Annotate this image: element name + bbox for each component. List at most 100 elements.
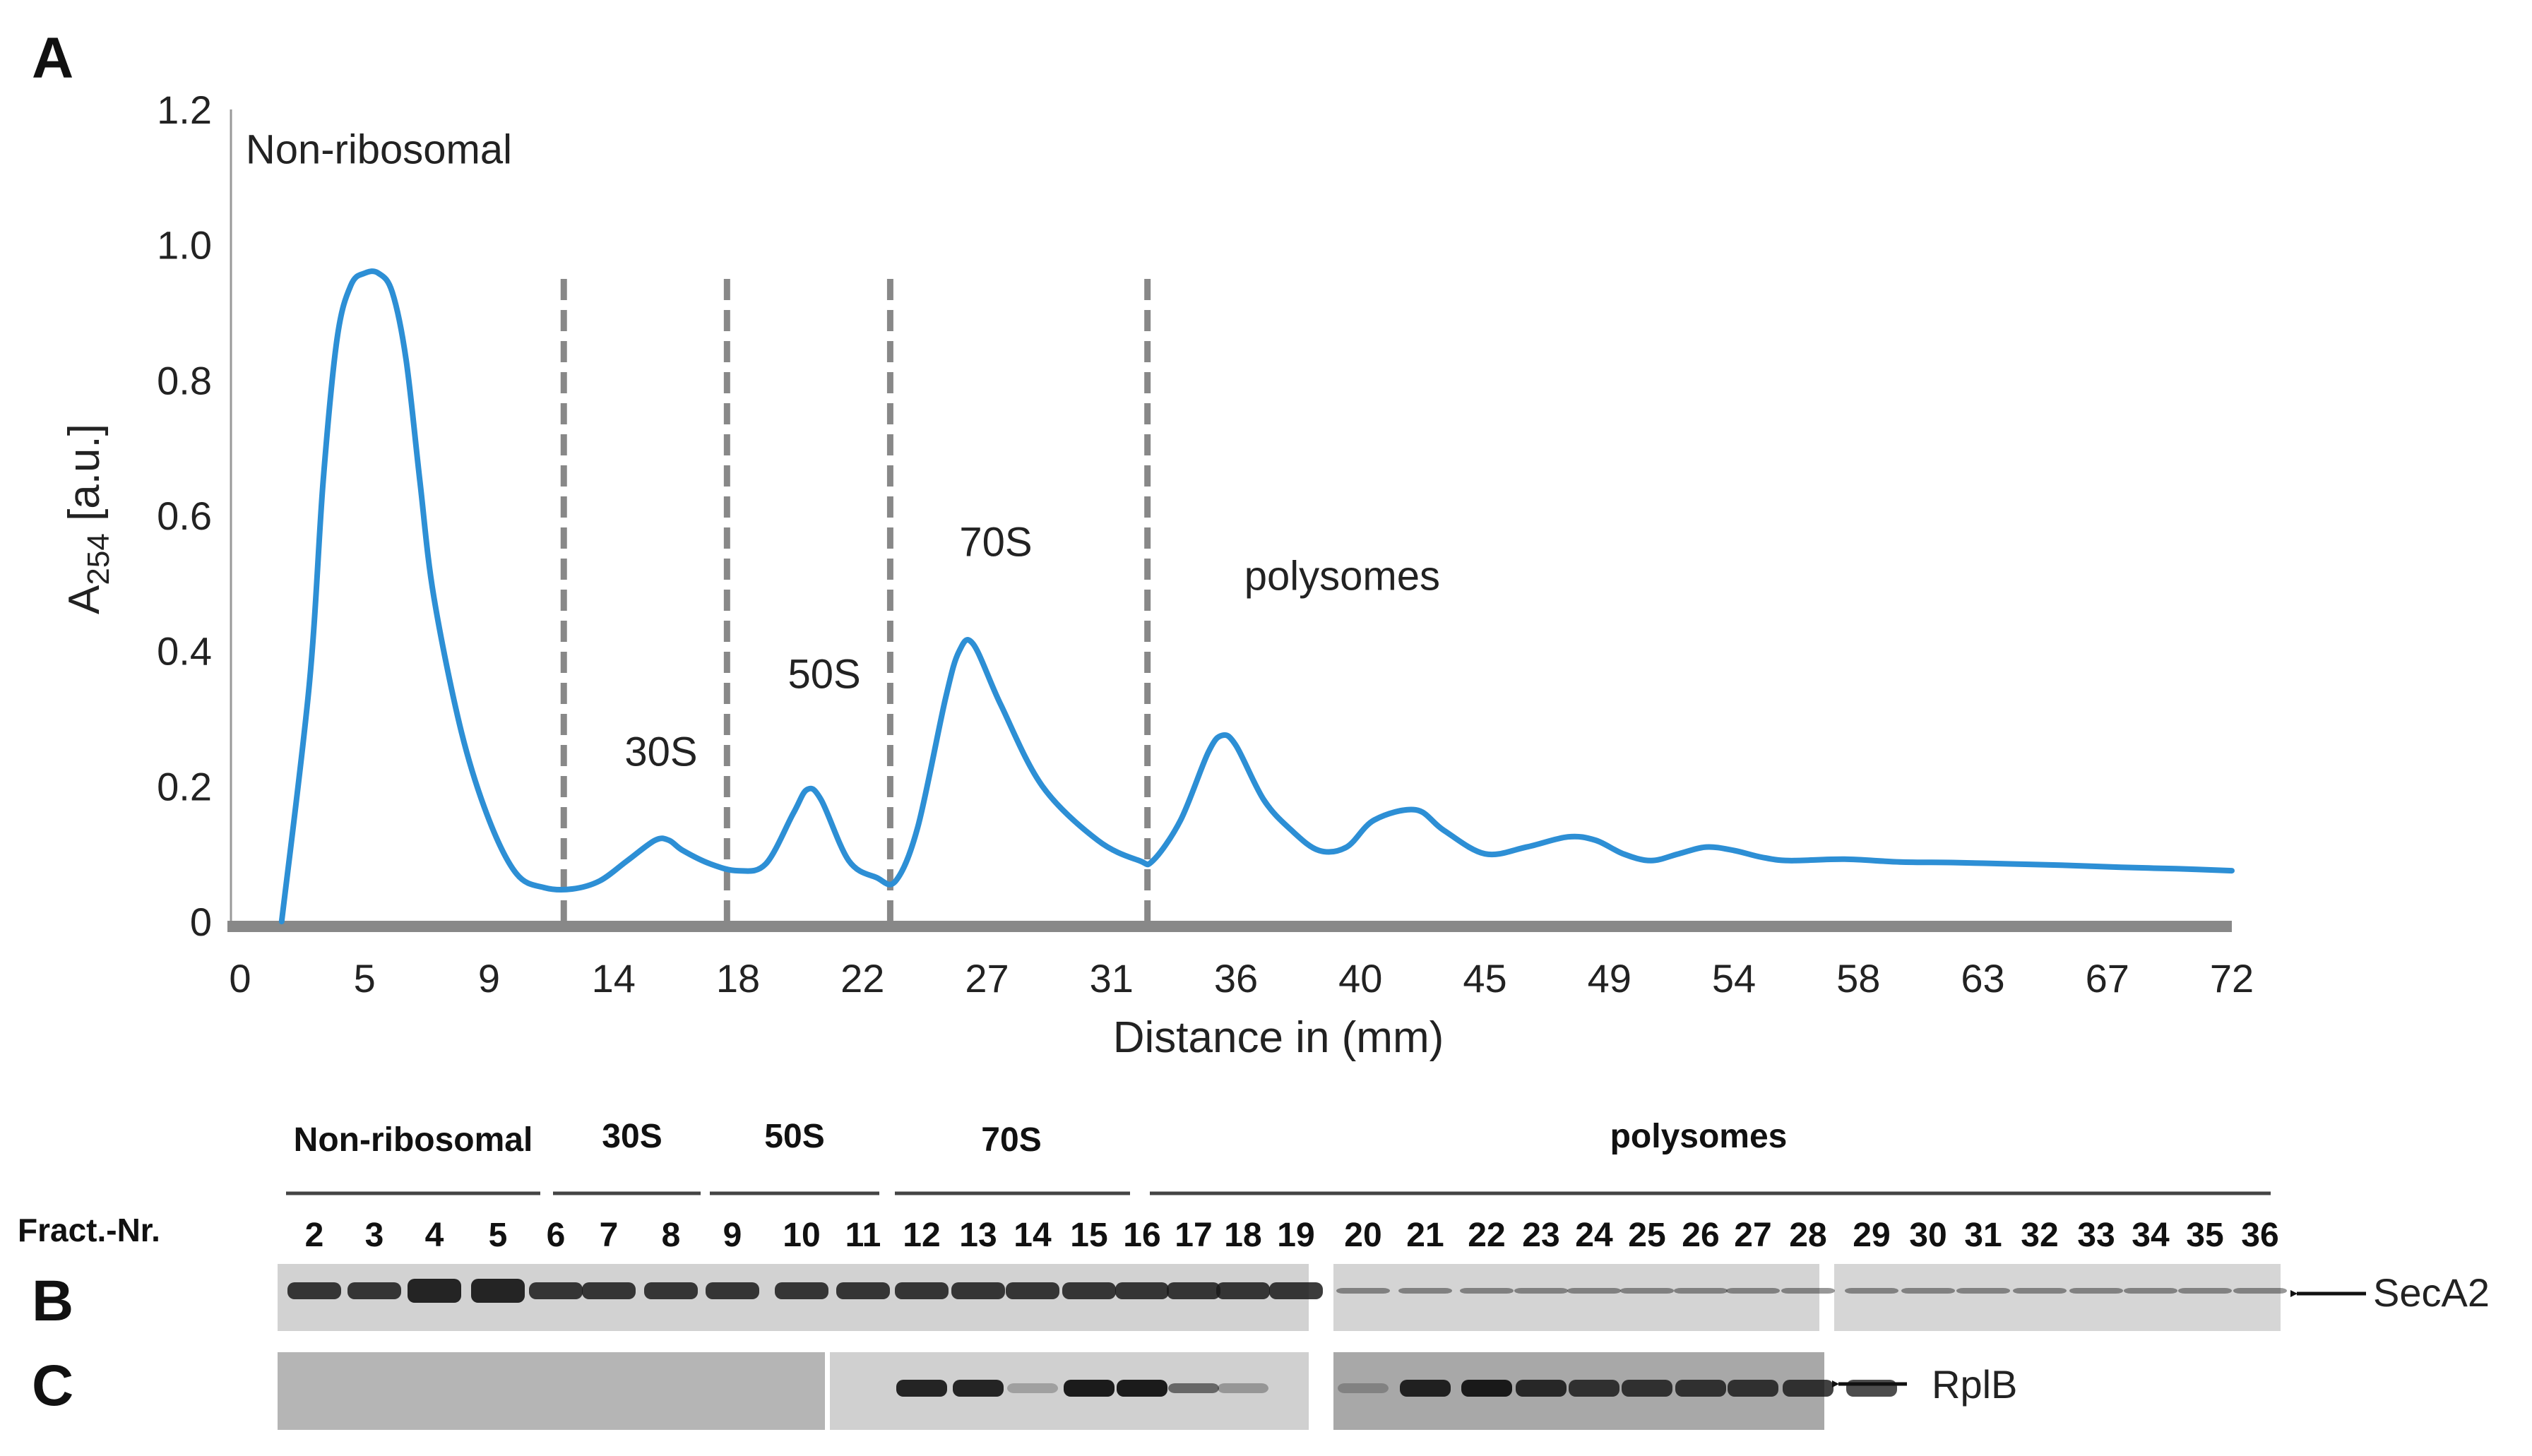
secA2-band	[1845, 1288, 1898, 1294]
secA2-band	[529, 1282, 583, 1299]
secA2-band	[1062, 1282, 1116, 1299]
secA2-band	[287, 1282, 341, 1299]
group-label-50s: 50S	[764, 1118, 824, 1155]
fraction-number: 30	[1909, 1217, 1946, 1254]
rplB-band	[1728, 1380, 1778, 1397]
secA2-band	[1006, 1282, 1059, 1299]
panel-label-c: C	[32, 1354, 73, 1418]
y-tick-label: 0	[190, 900, 212, 944]
fraction-number: 29	[1853, 1217, 1890, 1254]
fraction-number: 32	[2021, 1217, 2058, 1254]
panel-label-b: B	[32, 1269, 73, 1333]
rplB-band	[1675, 1380, 1726, 1397]
secA2-band	[1514, 1288, 1568, 1294]
fraction-number: 15	[1070, 1217, 1107, 1254]
y-axis-label-main: A	[60, 585, 109, 614]
fraction-number: 4	[425, 1217, 444, 1254]
blot-secA2: SecA2	[278, 1264, 2490, 1331]
fraction-number: 3	[365, 1217, 384, 1254]
fraction-number: 31	[1964, 1217, 2002, 1254]
secA2-band	[582, 1282, 636, 1299]
fraction-number: 34	[2132, 1217, 2170, 1254]
fraction-number: 28	[1789, 1217, 1826, 1254]
y-axis-label-subscript: 254	[81, 533, 116, 585]
y-axis-label: A254 [a.u.]	[60, 424, 116, 614]
y-tick-label: 0.4	[157, 629, 212, 674]
x-tick-label: 9	[478, 956, 500, 1001]
rplB-band	[1064, 1380, 1115, 1397]
secA2-band	[1167, 1282, 1220, 1299]
fraction-number: 13	[959, 1217, 997, 1254]
fraction-number: 11	[845, 1217, 881, 1254]
secA2-band	[644, 1282, 698, 1299]
region-label: Non-ribosomal	[246, 127, 512, 173]
fraction-number: 26	[1682, 1217, 1719, 1254]
absorbance-chart: 0 0.2 0.4 0.6 0.8 1.0 1.2 0 5 9 14 18 22 27 31 36 40 45 4…	[60, 88, 2254, 1062]
secA2-band	[775, 1282, 828, 1299]
group-label-70s: 70S	[981, 1121, 1041, 1159]
fraction-number: 14	[1014, 1217, 1052, 1254]
y-tick-label: 1.0	[157, 223, 212, 268]
rplB-band	[1461, 1380, 1512, 1397]
region-label: polysomes	[1244, 553, 1440, 599]
fraction-number: 20	[1344, 1217, 1381, 1254]
secA2-band	[1336, 1288, 1390, 1294]
region-label: 70S	[959, 520, 1032, 566]
secA2-band	[2178, 1288, 2232, 1294]
fraction-number: 5	[489, 1217, 508, 1254]
region-label: 30S	[624, 729, 697, 775]
rplB-band	[1007, 1383, 1058, 1393]
fraction-number: 25	[1628, 1217, 1665, 1254]
rplB-band	[1218, 1383, 1268, 1393]
secA2-band	[1901, 1288, 1955, 1294]
fraction-number: 7	[600, 1217, 619, 1254]
fraction-groups: Non-ribosomal 30S 50S 70S polysomes	[286, 1118, 2271, 1195]
panel-label-a: A	[32, 26, 73, 90]
fraction-number: 10	[783, 1217, 820, 1254]
secA2-band	[1115, 1282, 1169, 1299]
blot-strip-b3	[1834, 1264, 2281, 1331]
y-axis-label-unit: [a.u.]	[60, 424, 109, 533]
secA2-band	[706, 1282, 759, 1299]
y-tick-label: 0.2	[157, 764, 212, 808]
secA2-band	[1726, 1288, 1780, 1294]
x-tick-label: 45	[1463, 956, 1506, 1001]
x-tick-label: 67	[2086, 956, 2129, 1001]
x-tick-label: 22	[840, 956, 884, 1001]
rplB-band	[896, 1380, 947, 1397]
secA2-band	[2069, 1288, 2123, 1294]
secA2-band	[1269, 1282, 1323, 1299]
y-tick-label: 0.6	[157, 494, 212, 538]
group-label-30s: 30S	[602, 1118, 662, 1155]
x-tick-label: 0	[229, 956, 251, 1001]
x-tick-label: 14	[592, 956, 636, 1001]
fraction-number: 23	[1522, 1217, 1559, 1254]
fraction-number: 17	[1175, 1217, 1212, 1254]
fraction-number: 6	[547, 1217, 566, 1254]
rplB-label: RplB	[1932, 1362, 2017, 1407]
group-label-non-ribosomal: Non-ribosomal	[294, 1121, 533, 1159]
x-tick-label: 18	[716, 956, 760, 1001]
rplB-band	[1783, 1380, 1833, 1397]
secA2-band	[895, 1282, 949, 1299]
y-tick-label: 0.8	[157, 358, 212, 402]
x-tick-label: 58	[1836, 956, 1880, 1001]
secA2-label: SecA2	[2373, 1270, 2490, 1315]
fraction-number: 22	[1468, 1217, 1505, 1254]
blot-strip-b2	[1333, 1264, 1819, 1331]
secA2-band	[471, 1279, 525, 1303]
region-label: 50S	[788, 651, 861, 697]
secA2-band	[2013, 1288, 2067, 1294]
x-tick-label: 27	[965, 956, 1009, 1001]
secA2-band	[1956, 1288, 2010, 1294]
fraction-number: 8	[662, 1217, 681, 1254]
x-tick-label: 49	[1588, 956, 1631, 1001]
secA2-band	[1674, 1288, 1728, 1294]
fraction-number: 27	[1734, 1217, 1771, 1254]
rplB-band	[1338, 1383, 1389, 1393]
secA2-band	[1567, 1288, 1621, 1294]
fraction-number: 35	[2186, 1217, 2223, 1254]
blot-strip-c1	[278, 1352, 825, 1430]
rplB-band	[1516, 1380, 1567, 1397]
x-tick-label: 72	[2210, 956, 2254, 1001]
